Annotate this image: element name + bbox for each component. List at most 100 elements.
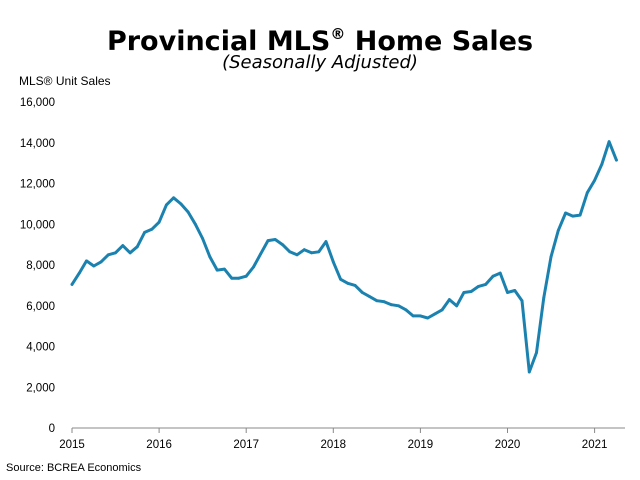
data-point: [542, 296, 546, 299]
x-tick-label: 2015: [59, 439, 85, 451]
chart-title: Provincial MLS® Home Sales: [106, 25, 534, 57]
y-tick-label: 2,000: [26, 382, 55, 394]
data-point: [498, 271, 502, 275]
data-point: [513, 289, 517, 292]
y-tick-label: 14,000: [20, 138, 55, 150]
x-axis-ticks: 2015 2016 2017 2018 2019 2020 2021: [59, 428, 607, 451]
data-point: [208, 255, 212, 259]
data-point: [281, 243, 284, 247]
data-point: [252, 265, 255, 269]
data-point: [230, 276, 234, 280]
y-tick-label: 4,000: [26, 342, 55, 354]
y-axis-label: MLS® Unit Sales: [19, 74, 111, 88]
data-point: [288, 250, 292, 254]
data-point: [194, 222, 197, 226]
data-point: [360, 291, 364, 294]
data-point: [295, 253, 299, 257]
data-point: [353, 284, 357, 287]
data-point: [179, 202, 183, 206]
data-point: [157, 220, 161, 224]
data-point: [266, 239, 270, 243]
data-point: [237, 276, 241, 280]
data-point: [397, 304, 400, 308]
data-point: [615, 158, 618, 162]
data-point: [310, 251, 313, 255]
x-tick-label: 2016: [146, 439, 172, 451]
data-points: [70, 140, 618, 374]
data-point: [92, 264, 96, 268]
data-point: [585, 191, 589, 195]
data-point: [143, 231, 147, 234]
y-tick-label: 16,000: [20, 97, 55, 109]
data-point: [201, 237, 205, 240]
data-point: [375, 299, 379, 303]
data-point: [556, 229, 560, 232]
y-tick-label: 8,000: [26, 260, 55, 272]
data-point: [477, 285, 480, 288]
y-axis-ticks: 0 2,000 4,000 6,000 8,000 10,000 12,000 14,000 1…: [20, 97, 55, 435]
data-point: [600, 162, 604, 166]
data-point: [106, 253, 110, 257]
data-point: [259, 252, 263, 256]
data-point: [462, 291, 466, 294]
data-point: [215, 268, 219, 272]
x-tick-label: 2019: [408, 439, 434, 451]
data-point: [426, 316, 430, 320]
x-tick-label: 2018: [321, 439, 347, 451]
data-point: [411, 314, 415, 318]
series-line: [70, 140, 618, 374]
data-point: [571, 214, 575, 218]
data-point: [433, 312, 437, 316]
data-point: [491, 274, 495, 278]
y-tick-label: 0: [49, 423, 55, 435]
y-tick-label: 10,000: [20, 219, 55, 231]
data-point: [135, 245, 139, 249]
y-tick-label: 6,000: [26, 301, 55, 313]
data-point: [578, 213, 582, 217]
data-point: [535, 351, 538, 354]
data-point: [223, 267, 226, 271]
data-point: [70, 283, 74, 286]
data-point: [520, 299, 524, 303]
data-point: [77, 271, 81, 275]
data-point: [128, 251, 132, 255]
data-point: [593, 179, 596, 182]
data-point: [273, 238, 277, 241]
data-point: [165, 203, 168, 207]
data-point: [469, 290, 473, 293]
data-point: [404, 308, 408, 312]
data-point: [85, 259, 88, 263]
x-tick-label: 2021: [582, 439, 608, 451]
data-point: [121, 244, 125, 248]
data-point: [419, 314, 422, 318]
data-point: [549, 255, 553, 259]
data-point: [339, 277, 342, 281]
data-point: [564, 211, 567, 215]
data-point: [484, 283, 488, 286]
data-point: [150, 227, 154, 231]
data-point: [455, 304, 459, 308]
data-point: [172, 196, 176, 200]
data-point: [346, 281, 350, 285]
data-point: [382, 300, 386, 304]
chart-subtitle: (Seasonally Adjusted): [222, 52, 418, 73]
data-point: [99, 260, 103, 264]
data-point: [331, 260, 335, 264]
x-tick-label: 2020: [495, 439, 521, 451]
data-point: [114, 251, 117, 255]
data-point: [244, 274, 248, 278]
data-point: [506, 291, 509, 294]
data-point: [302, 248, 306, 252]
data-point: [186, 210, 190, 214]
x-tick-label: 2017: [233, 439, 259, 451]
data-point: [527, 370, 531, 374]
data-point: [317, 250, 321, 254]
data-point: [607, 140, 611, 144]
data-point: [390, 303, 393, 307]
data-point: [440, 308, 444, 312]
data-point: [324, 240, 328, 244]
y-tick-label: 12,000: [20, 179, 55, 191]
source-note: Source: BCREA Economics: [6, 462, 142, 474]
data-point: [448, 298, 451, 301]
